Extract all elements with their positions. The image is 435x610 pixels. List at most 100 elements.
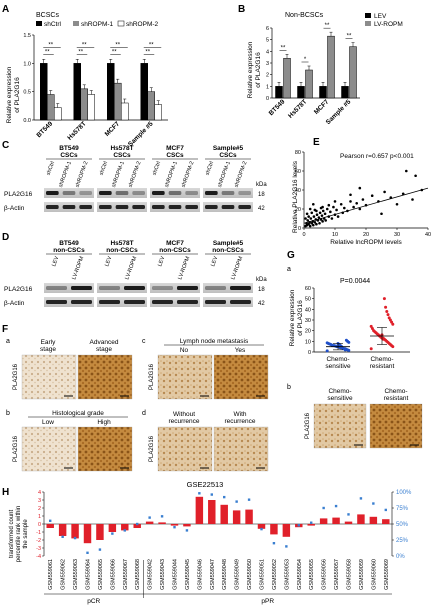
- sample-label: GSM559049: [235, 559, 241, 590]
- bar-shropm-1: [114, 82, 122, 121]
- image-label: resistant: [384, 395, 409, 402]
- scatter-point: [318, 221, 321, 225]
- bar-transformed-count: [357, 514, 365, 524]
- bar-transformed-count: [96, 524, 104, 540]
- bar-transformed-count: [369, 516, 378, 524]
- y-tick-label: 0: [298, 226, 301, 232]
- blot-band-target: [124, 286, 145, 290]
- x-tick-label: 20: [363, 232, 369, 238]
- ihc-image: [313, 403, 367, 449]
- blot-strip-actin: [203, 297, 253, 307]
- blot-band-target: [185, 191, 198, 195]
- scatter-point: [414, 174, 417, 178]
- percentile-marker: [185, 529, 189, 532]
- bar-transformed-count: [319, 518, 328, 524]
- panel-e-scatter: Pearson r=0.657 p<0.001 Relative PLA2G16…: [292, 150, 431, 246]
- panel-a-ylabel-1: Relative expression: [6, 66, 13, 123]
- y-tick-label-right: 50%: [396, 522, 409, 528]
- bar-shropm-2: [54, 107, 62, 121]
- percentile-marker: [372, 502, 375, 505]
- group-label-ppr: pPR: [261, 598, 274, 605]
- y-tick-label-right: 25%: [396, 538, 409, 544]
- panel-a-plot-area: 0.00.51.01.5****BT549****Hs578T****MCF7*…: [23, 33, 168, 148]
- dot-resistant: [369, 324, 373, 328]
- panel-h-bar-chart: GSE22513 transformed count percentile ra…: [9, 480, 412, 605]
- scatter-point: [312, 202, 315, 206]
- panel-a-bar-chart: BCSCs shCtrl shROPM-1 shROPM-2 Relative …: [6, 12, 168, 148]
- image-label: sensitive: [327, 395, 353, 402]
- ihc-image-right: [77, 426, 133, 472]
- dot-resistant: [369, 347, 373, 351]
- blot-lane-label: shROPM-1: [217, 161, 232, 189]
- scatter-point: [321, 209, 325, 213]
- y-tick-label: 1: [266, 84, 269, 90]
- blot-row-label: β-Actin: [4, 205, 25, 212]
- trend-line: [303, 187, 429, 224]
- scatter-point: [307, 215, 310, 218]
- panel-e-plot-area: 0 20 40 60 80 0 10 20 30 40 Relative lncROPM level…: [295, 150, 431, 246]
- sample-label: GSM559052: [272, 559, 278, 590]
- ihc-image-right: [213, 426, 269, 472]
- blot-group-name: non-CSCs: [159, 247, 191, 254]
- bar-transformed-count: [46, 524, 54, 528]
- bar-transformed-count: [58, 524, 67, 536]
- panel-b-legend: LEV LV-ROPM: [365, 13, 403, 28]
- blot-strip-target: [203, 283, 253, 293]
- bar-transformed-count: [145, 521, 154, 524]
- y-tick-label: 20: [305, 329, 311, 335]
- group-label: Chemo-: [326, 356, 349, 363]
- scatter-point: [308, 224, 312, 228]
- ihc-row-label: PLA2G16: [305, 412, 311, 439]
- panel-letter-a: A: [2, 4, 9, 15]
- bar-shropm-1: [80, 88, 88, 121]
- percentile-marker: [272, 542, 276, 545]
- blot-group-name: CSCs: [166, 152, 184, 159]
- panel-h-ylabel-1: transformed count: [9, 509, 15, 558]
- bar-transformed-count: [208, 500, 216, 524]
- blot-strip-target: [97, 283, 147, 293]
- sig-label: **: [115, 42, 120, 48]
- x-tick-label: 40: [425, 232, 431, 238]
- ihc-row-label: PLA2G16: [149, 435, 155, 462]
- y-tick-label-right: 0%: [396, 554, 405, 560]
- y-tick-label: 0: [308, 350, 311, 356]
- y-tick-label: 6: [266, 26, 269, 32]
- dot-sensitive: [344, 338, 348, 342]
- scatter-point: [323, 212, 327, 216]
- blot-band-actin: [46, 300, 67, 304]
- panel-letter-b: B: [238, 4, 245, 15]
- blot-band-target: [221, 191, 235, 195]
- blot-lane-label: shCtrl: [99, 161, 110, 177]
- legend-label-lev: LEV: [374, 13, 387, 20]
- panel-h-plot-area: -4 -3 -2 -1 0 1 2 3 4 0% 25% 50% 75% 100% GSM559061 GSM…: [36, 490, 412, 605]
- panel-h-title: GSE22513: [187, 480, 224, 489]
- blot-band-target: [205, 191, 218, 195]
- scatter-point: [321, 220, 324, 223]
- scatter-point: [315, 213, 319, 216]
- image-label-right: Yes: [235, 347, 246, 354]
- scatter-point: [320, 214, 324, 217]
- scatter-point: [349, 200, 352, 203]
- legend-label-lvropm: LV-ROPM: [374, 21, 403, 28]
- scatter-point: [333, 200, 337, 203]
- bar-transformed-count: [108, 524, 117, 532]
- image-label-right: Advanced: [90, 339, 119, 346]
- y-tick-label: 5: [266, 38, 269, 44]
- blot-group-name: CSCs: [60, 152, 78, 159]
- percentile-marker: [148, 516, 151, 519]
- blot-row-label: β-Actin: [4, 300, 25, 307]
- panel-e-annotation: Pearson r=0.657 p<0.001: [340, 153, 414, 160]
- dot-resistant: [381, 336, 385, 340]
- ihc-image-left: [157, 354, 213, 400]
- blot-band-actin: [152, 300, 173, 304]
- y-tick-label: 30: [305, 318, 311, 324]
- ihc-image-left: [21, 426, 77, 472]
- legend-swatch-shctrl: [36, 21, 42, 26]
- blot-lane-label: LV-ROPM: [124, 255, 138, 280]
- y-tick-label: -3: [36, 546, 41, 552]
- ihc-row-label: PLA2G16: [13, 363, 19, 390]
- panel-b-subtitle: Non-BCSCs: [285, 12, 324, 19]
- scatter-point: [309, 217, 313, 220]
- sample-label: GSM559064: [86, 559, 92, 590]
- blot-lane-label: LV-ROPM: [71, 255, 85, 280]
